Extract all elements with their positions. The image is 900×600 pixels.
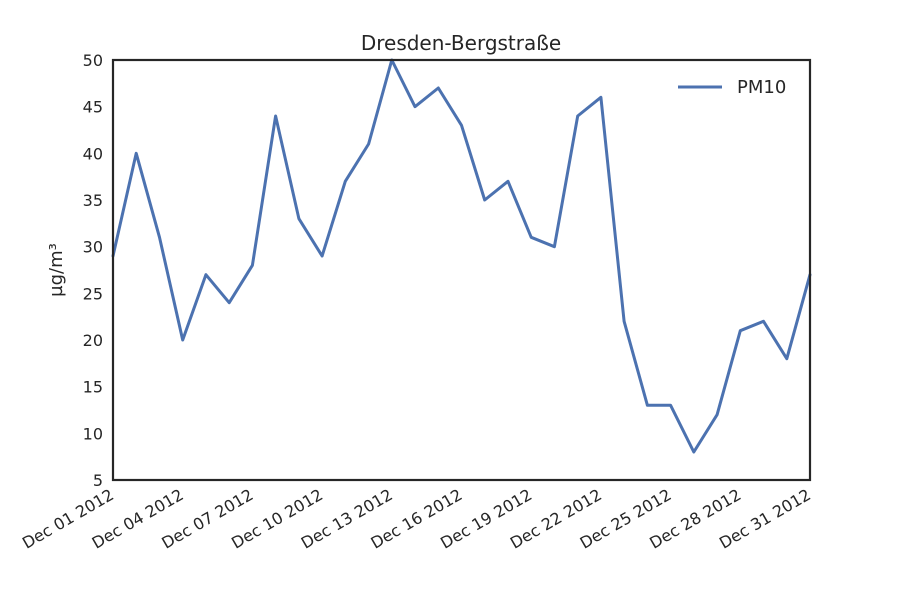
y-axis-label: µg/m³ bbox=[46, 243, 67, 297]
y-tick-label: 35 bbox=[83, 191, 103, 210]
y-axis-ticks: 5 10 15 20 25 30 35 40 45 50 bbox=[83, 51, 103, 490]
y-tick-label: 10 bbox=[83, 424, 103, 443]
y-tick-label: 5 bbox=[93, 471, 103, 490]
y-tick-label: 40 bbox=[83, 144, 103, 163]
plot-frame bbox=[111, 58, 812, 482]
y-tick-label: 20 bbox=[83, 331, 103, 350]
chart-title: Dresden-Bergstraße bbox=[361, 31, 561, 55]
legend: PM10 bbox=[678, 77, 786, 98]
y-tick-label: 50 bbox=[83, 51, 103, 70]
y-tick-label: 45 bbox=[83, 98, 103, 117]
y-tick-label: 15 bbox=[83, 378, 103, 397]
series-line-pm10 bbox=[111, 58, 812, 454]
y-tick-label: 30 bbox=[83, 238, 103, 257]
y-tick-label: 25 bbox=[83, 284, 103, 303]
plot-area bbox=[111, 58, 812, 454]
legend-label: PM10 bbox=[737, 77, 786, 98]
